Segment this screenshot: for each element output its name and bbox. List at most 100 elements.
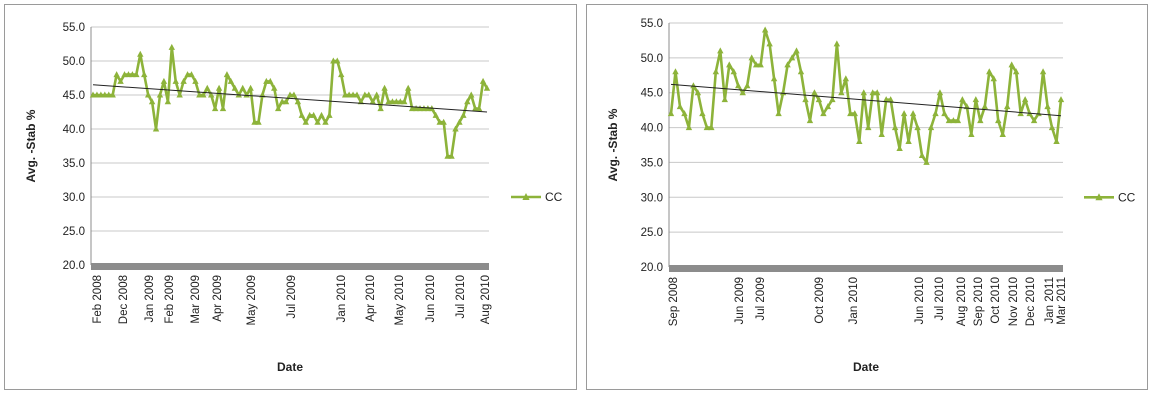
right-data-point <box>1035 110 1042 117</box>
left-data-point <box>168 43 175 50</box>
right-x-axis <box>669 265 1063 272</box>
right-data-point <box>1053 138 1060 145</box>
left-data-point <box>377 105 384 112</box>
right-data-point <box>820 110 827 117</box>
left-data-point <box>452 125 459 132</box>
right-data-point <box>914 124 921 131</box>
right-y-tick-label: 40.0 <box>641 123 663 135</box>
right-data-point <box>918 151 926 158</box>
left-y-axis-title: Avg. -Stab % <box>24 109 38 182</box>
right-data-point <box>838 89 845 96</box>
left-data-point <box>156 91 164 98</box>
right-data-point <box>806 117 814 124</box>
left-data-point <box>479 77 487 84</box>
right-data-point <box>860 89 867 96</box>
left-data-point <box>353 91 361 98</box>
right-x-tick-label: Mar 2011 <box>1056 277 1068 325</box>
right-data-point <box>1030 117 1038 124</box>
right-y-tick-label: 35.0 <box>641 157 663 169</box>
right-data-point <box>712 68 720 75</box>
left-data-point <box>298 111 306 118</box>
right-data-point <box>699 110 706 117</box>
line-chart-left: 20.0 25.0 30.0 35.0 40.0 45.0 50.0 55.0 Feb 2008… <box>24 22 563 374</box>
right-y-tick-label: 30.0 <box>641 192 663 204</box>
right-data-point <box>909 110 917 117</box>
left-data-point <box>401 98 408 105</box>
left-data-point <box>227 77 235 84</box>
right-data-point <box>721 96 728 103</box>
left-y-tick-label: 35.0 <box>63 158 85 170</box>
left-data-point <box>456 118 463 125</box>
right-x-tick-label: Jun 2010 <box>914 277 926 324</box>
left-data-point <box>137 50 144 57</box>
right-data-point <box>981 103 988 110</box>
left-x-axis <box>91 263 489 270</box>
left-x-tick-label: Apr 2009 <box>212 275 224 322</box>
right-data-point <box>793 47 800 54</box>
right-data-point <box>672 68 679 75</box>
left-data-point <box>208 91 215 98</box>
left-data-point <box>468 91 475 98</box>
left-data-point <box>152 125 160 132</box>
right-data-point <box>717 47 724 54</box>
right-data-point <box>775 110 782 117</box>
left-x-tick-label: May 2009 <box>246 275 258 326</box>
right-data-point <box>874 89 881 96</box>
right-x-tick-label: Dec 2010 <box>1025 277 1037 326</box>
right-data-point <box>690 82 697 89</box>
left-y-tick-label: 55.0 <box>63 22 85 34</box>
left-data-point <box>239 84 246 91</box>
chart-panel-right: 20.0 25.0 30.0 35.0 40.0 45.0 50.0 55.0 Sep 2008… <box>586 4 1148 390</box>
right-data-point <box>900 110 908 117</box>
left-data-point <box>211 105 219 112</box>
right-data-point <box>824 103 832 110</box>
left-x-tick-label: Jan 2009 <box>144 275 156 322</box>
left-data-point <box>247 84 254 91</box>
right-x-tick-label: Nov 2010 <box>1008 277 1020 326</box>
right-data-point <box>676 103 684 110</box>
left-data-point <box>464 98 471 105</box>
right-data-point <box>833 40 841 47</box>
right-data-point <box>1012 68 1020 75</box>
right-y-tick-label: 50.0 <box>641 53 663 65</box>
right-data-point <box>829 96 836 103</box>
left-x-tick-label: Jan 2010 <box>336 275 348 322</box>
right-data-point <box>891 124 899 131</box>
left-x-tick-label: Feb 2008 <box>92 275 104 324</box>
right-data-point <box>990 75 997 82</box>
right-data-point <box>882 96 890 103</box>
right-data-point <box>748 54 755 61</box>
left-data-point <box>302 118 309 125</box>
right-data-point <box>959 96 966 103</box>
left-y-tick-label: 40.0 <box>63 124 85 136</box>
left-data-point <box>160 77 168 84</box>
right-data-point <box>869 89 876 96</box>
left-data-point <box>334 57 341 64</box>
right-data-point <box>735 82 742 89</box>
left-data-point <box>282 98 290 105</box>
right-x-tick-label: Jan 2010 <box>848 277 860 324</box>
right-trendline <box>670 83 1062 117</box>
right-data-point <box>667 110 675 117</box>
right-legend-label: CC <box>1118 190 1136 204</box>
right-data-point <box>905 138 912 145</box>
left-data-point <box>176 91 183 98</box>
left-x-tick-label: Apr 2010 <box>365 275 377 322</box>
right-x-tick-label: Sep 2008 <box>668 277 680 326</box>
left-x-tick-label: Jun 2010 <box>425 275 437 322</box>
right-x-tick-label: Oct 2010 <box>990 277 1002 324</box>
left-y-tick-label: 45.0 <box>63 90 85 102</box>
right-data-point <box>770 75 778 82</box>
right-data-point <box>761 26 769 33</box>
right-y-tick-label: 25.0 <box>641 227 663 239</box>
left-data-point <box>271 84 278 91</box>
left-data-point <box>267 77 274 84</box>
right-data-point <box>703 124 711 131</box>
right-data-point <box>923 158 930 165</box>
right-data-point <box>815 96 823 103</box>
left-data-point <box>381 84 388 91</box>
right-data-point <box>950 117 957 124</box>
right-x-tick-label: Oct 2009 <box>814 277 826 324</box>
left-data-point <box>204 84 211 91</box>
left-data-point <box>113 71 120 78</box>
